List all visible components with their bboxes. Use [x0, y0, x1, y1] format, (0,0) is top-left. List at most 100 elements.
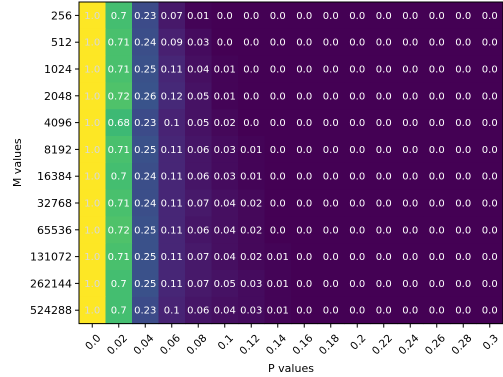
y-tick-label: 512: [51, 36, 72, 49]
cell-value-label: 0.0: [482, 91, 498, 102]
heatmap-cell: [317, 109, 345, 137]
heatmap-cell: [344, 55, 371, 83]
heatmap-cell: [211, 270, 239, 298]
x-axis-ticks: 0.0 0.02 0.04 0.06 0.08 0.1 0.12 0.14 0.16 0.18 0.…: [83, 323, 501, 357]
cell-value-label: 1.0: [84, 252, 100, 263]
cell-value-label: 0.0: [270, 225, 286, 236]
heatmap-cell: [450, 270, 477, 298]
heatmap-cell: [370, 162, 398, 191]
x-tick-label: 0.1: [216, 332, 236, 352]
x-tick-label: 0.14: [264, 332, 289, 357]
heatmap-cell: [211, 296, 239, 325]
cell-value-label: 0.0: [376, 172, 392, 183]
y-tick-label: 16384: [37, 170, 72, 183]
heatmap-cell: [423, 2, 451, 30]
heatmap-cell: [238, 109, 265, 137]
heatmap-cell: [238, 55, 265, 83]
cell-value-label: 0.0: [376, 38, 392, 49]
x-tick-label: 0.16: [290, 332, 315, 357]
heatmap-cell: [185, 162, 212, 191]
cell-value-label: 0.0: [376, 65, 392, 76]
cell-value-label: 0.0: [402, 11, 418, 22]
x-tick-label: 0.24: [396, 332, 421, 357]
cell-value-label: 0.0: [455, 38, 471, 49]
heatmap-cell: [185, 82, 212, 110]
cell-value-label: 0.01: [214, 91, 236, 102]
cell-value-label: 0.0: [376, 118, 392, 129]
heatmap-cell: [158, 82, 186, 110]
cell-value-label: 0.0: [349, 11, 365, 22]
heatmap-cell: [317, 216, 345, 244]
cell-value-label: 0.0: [455, 145, 471, 156]
x-tick-label: 0.0: [83, 332, 103, 352]
cell-value-label: 0.03: [187, 38, 209, 49]
heatmap-cell: [344, 296, 371, 325]
heatmap-cell: [476, 28, 503, 57]
x-tick-label: 0.26: [423, 332, 448, 357]
heatmap-cell: [79, 82, 106, 110]
cell-value-label: 0.0: [296, 172, 312, 183]
heatmap-cell: [317, 162, 345, 191]
cell-value-label: 0.0: [429, 252, 445, 263]
cell-value-label: 0.03: [240, 279, 262, 290]
heatmap-cell: [344, 82, 371, 110]
heatmap-cell: [423, 82, 451, 110]
cell-value-label: 0.04: [187, 65, 209, 76]
heatmap-cell: [397, 28, 424, 57]
x-axis-title: P values: [268, 362, 314, 375]
heatmap-cell: [238, 243, 265, 271]
heatmap-cell: [291, 109, 318, 137]
heatmap-cell: [476, 216, 503, 244]
cell-value-label: 0.1: [164, 118, 180, 129]
heatmap-cell: [158, 243, 186, 271]
cell-value-label: 0.0: [376, 225, 392, 236]
heatmap-cell: [450, 136, 477, 164]
heatmap-cell: [264, 296, 292, 325]
heatmap-cell: [291, 2, 318, 30]
heatmap-cell: [132, 189, 159, 217]
heatmap-cell: [79, 296, 106, 325]
cell-value-label: 0.0: [429, 279, 445, 290]
heatmap-cell: [105, 216, 133, 244]
heatmap-cell: [211, 189, 239, 217]
heatmap-cell: [79, 189, 106, 217]
cell-value-label: 0.0: [243, 118, 259, 129]
cell-value-label: 0.24: [134, 172, 156, 183]
heatmap-cell: [397, 55, 424, 83]
heatmap-cell: [344, 270, 371, 298]
heatmap-cell: [423, 28, 451, 57]
cell-value-label: 0.0: [349, 279, 365, 290]
cell-value-label: 0.0: [376, 279, 392, 290]
heatmap-cell: [370, 2, 398, 30]
heatmap-cell: [185, 109, 212, 137]
x-tick-label: 0.3: [481, 332, 501, 352]
cell-value-label: 0.07: [187, 279, 209, 290]
cell-value-label: 0.0: [376, 91, 392, 102]
heatmap-cell: [79, 109, 106, 137]
heatmap-cell: [105, 82, 133, 110]
heatmap-cell: [211, 243, 239, 271]
heatmap-cell: [317, 82, 345, 110]
cell-value-label: 0.0: [429, 118, 445, 129]
cell-value-label: 0.0: [429, 199, 445, 210]
heatmap-cell: [211, 55, 239, 83]
heatmap-cell: [79, 162, 106, 191]
heatmap-cell: [423, 109, 451, 137]
cell-value-label: 0.0: [349, 225, 365, 236]
cell-value-label: 0.25: [134, 145, 156, 156]
heatmap-cell: [264, 2, 292, 30]
cell-value-label: 0.11: [161, 172, 183, 183]
cell-value-label: 0.0: [402, 279, 418, 290]
cell-value-label: 0.0: [217, 11, 233, 22]
cell-value-label: 0.0: [429, 172, 445, 183]
cell-value-label: 0.0: [323, 306, 339, 317]
heatmap-cell: [264, 216, 292, 244]
heatmap-cell: [211, 82, 239, 110]
heatmap-cell: [344, 162, 371, 191]
heatmap-cell: [397, 243, 424, 271]
cell-value-label: 0.0: [429, 11, 445, 22]
heatmap-cell: [317, 243, 345, 271]
heatmap-cell: [476, 82, 503, 110]
heatmap-cell: [158, 2, 186, 30]
cell-value-label: 0.0: [270, 91, 286, 102]
